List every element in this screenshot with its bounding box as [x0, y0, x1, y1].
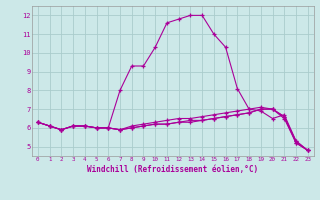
X-axis label: Windchill (Refroidissement éolien,°C): Windchill (Refroidissement éolien,°C) [87, 165, 258, 174]
